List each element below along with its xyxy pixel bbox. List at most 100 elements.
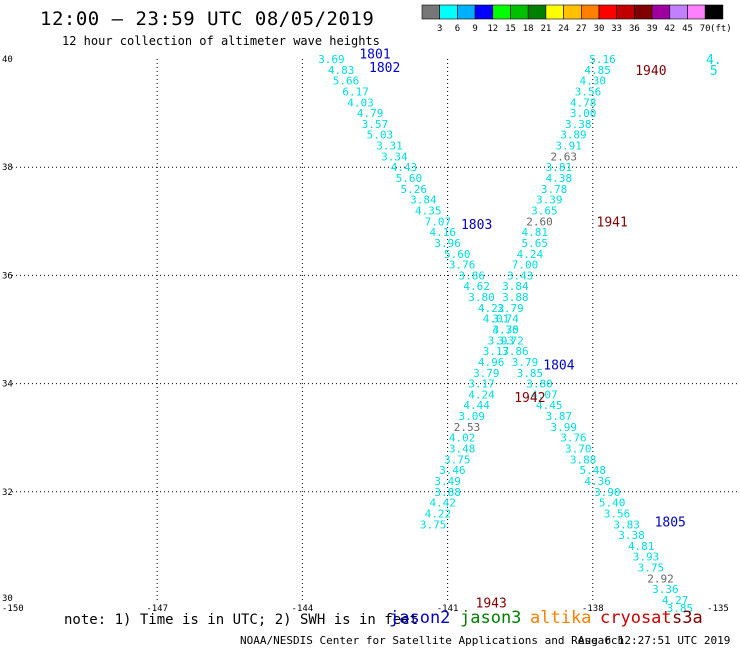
y-tick-label: 38 [2, 163, 13, 173]
swh-value: 3.76 [449, 259, 476, 272]
swh-value: 3.79 [497, 302, 524, 315]
swh-value: 4.22 [425, 507, 452, 520]
colorbar-label: 21 [540, 24, 551, 34]
swh-value: 6.17 [342, 85, 369, 98]
swh-value: 3.79 [512, 356, 539, 369]
colorbar-label: 18 [523, 24, 534, 34]
x-tick-label: -141 [437, 604, 459, 614]
swh-value: 4.44 [463, 399, 490, 412]
colorbar-unit: (ft) [710, 24, 732, 34]
swh-value: 4.27 [662, 594, 689, 607]
swh-value: 5.60 [396, 172, 423, 185]
x-tick-label: -147 [146, 604, 168, 614]
swh-value: 4.38 [546, 172, 573, 185]
swh-value: 5.48 [580, 464, 607, 477]
swh-value: 4.24 [517, 248, 544, 261]
swh-value: 3.79 [473, 367, 500, 380]
swh-value: 2.53 [454, 421, 481, 434]
swh-value: 3.75 [492, 324, 519, 337]
swh-value: 4.45 [536, 399, 563, 412]
swh-value: 3.72 [497, 334, 524, 347]
swh-value: 3.93 [488, 334, 515, 347]
swh-value: 3.75 [638, 562, 665, 575]
swh-value: 3.99 [551, 421, 578, 434]
pass-time-label: 1940 [635, 64, 666, 79]
swh-value: 4.43 [391, 161, 418, 174]
swh-value: 5.65 [521, 237, 548, 250]
swh-value: 3.88 [502, 291, 529, 304]
swh-value: 3.48 [449, 443, 476, 456]
swh-value: 3.93 [633, 551, 660, 564]
swh-value: 3.31 [376, 140, 403, 153]
swh-value: 3.36 [652, 583, 679, 596]
footer-timestamp: Aug 6 12:27:51 UTC 2019 [578, 634, 731, 647]
swh-value: 4.96 [478, 356, 505, 369]
swh-value: 3.81 [546, 161, 573, 174]
swh-value: 3.75 [420, 518, 447, 531]
x-tick-label: -135 [707, 604, 729, 614]
swh-value: 3.09 [459, 410, 486, 423]
colorbar-label: 33 [611, 24, 622, 34]
colorbar-label: 70 [700, 24, 711, 34]
swh-value: 4.03 [347, 96, 374, 109]
swh-value: 4.35 [415, 204, 442, 217]
swh-value: 5.60 [444, 248, 471, 261]
swh-value: 3.39 [536, 194, 563, 207]
swh-value: 4.01 [483, 313, 510, 326]
swh-value: 3.38 [565, 118, 592, 131]
pass-time-label: 1943 [476, 597, 507, 612]
swh-value: 5.40 [599, 497, 626, 510]
pass-time-label: 1804 [543, 359, 574, 374]
swh-value: 4.07 [531, 388, 558, 401]
mission-cryosat: cryosat [600, 608, 672, 628]
swh-value: 3.43 [507, 269, 534, 282]
swh-value: 2.60 [526, 215, 553, 228]
footer-note: note: 1) Time is in UTC; 2) SWH is in fe… [64, 612, 419, 628]
swh-value: 4.22 [478, 302, 505, 315]
pass-time-label: 1942 [514, 391, 545, 406]
pass-time-label: 1803 [461, 218, 492, 233]
swh-value: 3.85 [517, 367, 544, 380]
swh-value: 4.36 [584, 475, 611, 488]
swh-value: 5.16 [589, 53, 616, 66]
swh-value: 3.91 [555, 140, 582, 153]
swh-value: 2.92 [647, 572, 674, 585]
swh-value: 4.30 [492, 324, 519, 337]
swh-value: 3.80 [526, 378, 553, 391]
swh-value: 3.65 [531, 204, 558, 217]
swh-value: 3.69 [318, 53, 345, 66]
swh-value: 4.30 [580, 75, 607, 88]
pass-time-label: 1802 [369, 61, 400, 76]
swh-value: 5.26 [400, 183, 427, 196]
colorbar-label: 45 [682, 24, 693, 34]
y-tick-label: 32 [2, 488, 13, 498]
swh-value: 3.84 [410, 194, 437, 207]
swh-value: 4.78 [570, 96, 597, 109]
swh-value: 3.80 [468, 291, 495, 304]
x-tick-label: -144 [292, 604, 314, 614]
swh-value: 3.34 [381, 150, 408, 163]
swh-value: 3.85 [667, 602, 694, 615]
colorbar-label: 27 [576, 24, 587, 34]
swh-value: 3.75 [444, 453, 471, 466]
y-tick-label: 40 [2, 55, 13, 65]
swh-value: 3.70 [565, 443, 592, 456]
mission-altika: altika [530, 608, 592, 628]
x-tick-label: -138 [582, 604, 604, 614]
swh-value: 4.79 [357, 107, 384, 120]
swh-value: 7.00 [512, 259, 539, 272]
swh-value: 3.89 [560, 129, 587, 142]
colorbar-label: 24 [558, 24, 569, 34]
swh-value: 3.74 [492, 313, 519, 326]
swh-value: 4.02 [449, 432, 476, 445]
swh-value: 7.07 [425, 215, 452, 228]
y-tick-label: 30 [2, 594, 13, 604]
swh-value: 4.81 [521, 226, 548, 239]
swh-value: 3.88 [434, 486, 461, 499]
swh-value: 3.90 [594, 486, 621, 499]
mission-s3a: s3a [672, 608, 703, 628]
swh-value: 4.42 [430, 497, 457, 510]
pass-time-label: 4. [706, 53, 722, 68]
